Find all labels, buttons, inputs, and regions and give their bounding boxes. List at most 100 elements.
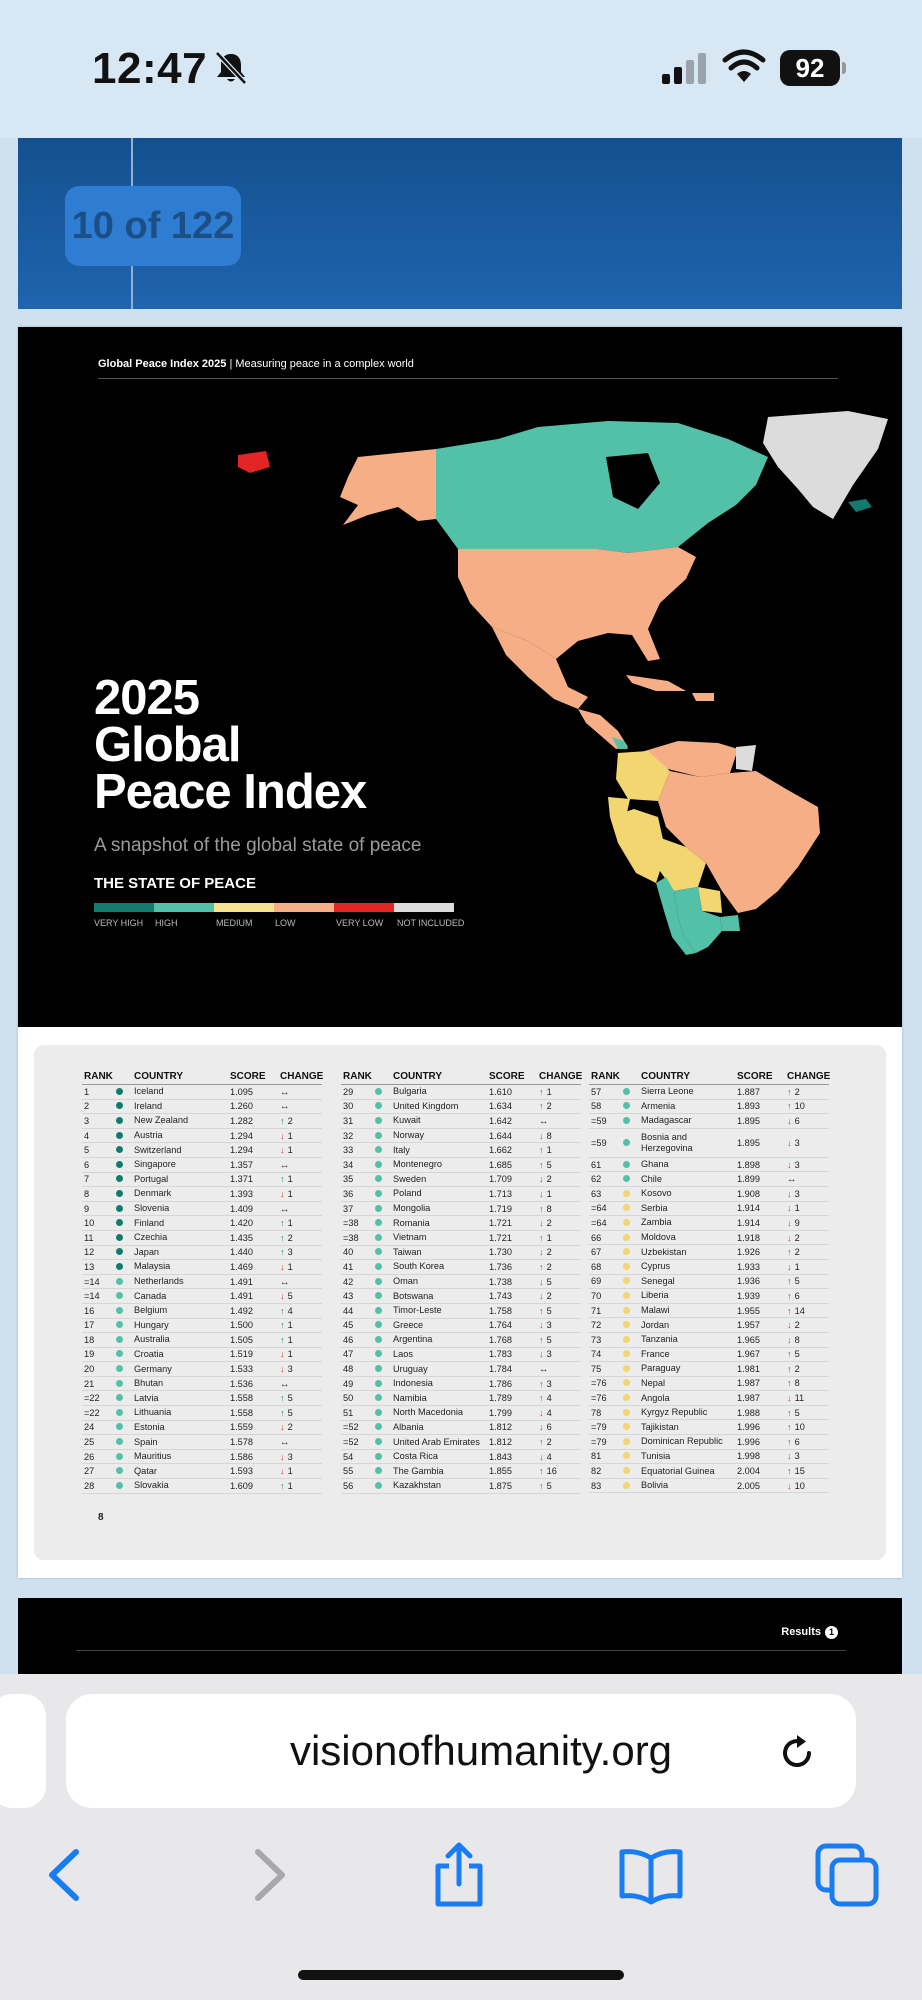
table-row: 25 Spain 1.578 ↔ (82, 1435, 322, 1450)
change-value: 3 (794, 1188, 800, 1199)
arrow-down-icon: ↓ (787, 1451, 792, 1462)
score-cell: 1.996 (737, 1436, 760, 1447)
score-cell: 1.610 (489, 1086, 512, 1097)
peace-level-dot (375, 1350, 382, 1358)
peace-level-dot (116, 1277, 123, 1285)
country-cell: Taiwan (393, 1246, 422, 1257)
address-bar[interactable]: visionofhumanity.org (66, 1694, 856, 1808)
battery-level: 92 (780, 50, 840, 86)
arrow-up-icon: ↑ (280, 1320, 285, 1331)
table-row: 35 Sweden 1.709 ↓ 2 (341, 1173, 581, 1188)
rank-cell: 34 (343, 1159, 354, 1170)
next-page-rule (76, 1650, 846, 1651)
peace-level-cell (375, 1408, 393, 1418)
score-cell: 1.768 (489, 1334, 512, 1345)
score-cell: 1.409 (230, 1203, 253, 1214)
table-row: =64 Serbia 1.914 ↓ 1 (589, 1202, 829, 1217)
forward-icon[interactable] (232, 1840, 302, 1910)
score-cell: 1.642 (489, 1115, 512, 1126)
arrow-left-right-icon: ↔ (280, 1378, 290, 1389)
previous-page: 10 of 122 (18, 138, 902, 309)
peace-level-cell (375, 1291, 393, 1301)
change-cell: ↓ 1 (781, 1262, 829, 1272)
country-cell: Zambia (641, 1217, 672, 1228)
previous-tab-preview[interactable] (0, 1694, 46, 1808)
bolivia-shape (658, 837, 706, 891)
country-cell: Cyprus (641, 1261, 671, 1272)
table-row: 30 United Kingdom 1.634 ↑ 2 (341, 1100, 581, 1115)
table-row: =14 Canada 1.491 ↓ 5 (82, 1289, 322, 1304)
rank-cell: 56 (343, 1480, 354, 1491)
arrow-left-right-icon: ↔ (539, 1364, 549, 1375)
peace-level-dot (623, 1364, 630, 1372)
change-value: 6 (794, 1436, 800, 1447)
peace-level-cell (375, 1379, 393, 1389)
peace-level-dot (375, 1160, 382, 1168)
peace-level-dot (375, 1335, 382, 1343)
tabs-icon[interactable] (812, 1840, 882, 1910)
peace-level-cell (375, 1262, 393, 1272)
arrow-up-icon: ↑ (539, 1261, 544, 1272)
document-viewer[interactable]: 10 of 122 Global Peace Index 2025 | Meas… (0, 138, 922, 1674)
table-row: 45 Greece 1.764 ↓ 3 (341, 1319, 581, 1334)
arrow-down-icon: ↓ (787, 1232, 792, 1243)
back-icon[interactable] (32, 1840, 102, 1910)
country-cell: Sierra Leone (641, 1086, 694, 1097)
change-value: 14 (794, 1305, 805, 1316)
table-row: =76 Angola 1.987 ↓ 11 (589, 1391, 829, 1406)
change-value: 3 (546, 1349, 552, 1360)
arrow-up-icon: ↑ (787, 1436, 792, 1447)
rank-cell: =64 (591, 1203, 607, 1214)
rank-cell: 57 (591, 1086, 602, 1097)
legend-title: THE STATE OF PEACE (94, 875, 256, 892)
change-cell: ↓ 3 (274, 1364, 322, 1374)
change-value: 8 (794, 1334, 800, 1345)
change-value: 1 (287, 1130, 293, 1141)
country-cell: Switzerland (134, 1144, 182, 1155)
score-cell: 1.899 (737, 1174, 760, 1185)
score-cell: 1.955 (737, 1305, 760, 1316)
score-cell: 1.294 (230, 1145, 253, 1156)
change-cell: ↓ 3 (781, 1160, 829, 1170)
legend-swatch (214, 903, 274, 912)
change-value: 5 (287, 1291, 293, 1302)
peace-level-cell (375, 1320, 393, 1330)
score-cell: 1.609 (230, 1480, 253, 1491)
hudson-bay-shape (606, 453, 660, 509)
rank-cell: 69 (591, 1276, 602, 1287)
peace-level-dot (623, 1102, 630, 1110)
score-cell: 1.758 (489, 1305, 512, 1316)
rank-cell: 3 (84, 1115, 90, 1126)
change-cell: ↓ 1 (781, 1203, 829, 1213)
change-cell: ↑ 10 (781, 1101, 829, 1111)
peace-level-dot (623, 1189, 630, 1197)
reload-icon[interactable] (776, 1732, 818, 1774)
country-cell: Norway (393, 1130, 425, 1141)
table-row: =14 Netherlands 1.491 ↔ (82, 1275, 322, 1290)
change-value: 6 (794, 1290, 800, 1301)
peace-level-dot (116, 1087, 123, 1095)
peace-level-cell (623, 1189, 641, 1199)
url-text[interactable]: visionofhumanity.org (289, 1727, 673, 1774)
home-indicator[interactable] (298, 1970, 624, 1980)
bookmarks-icon[interactable] (616, 1840, 686, 1910)
peace-level-dot (375, 1306, 382, 1314)
rank-cell: =22 (84, 1407, 100, 1418)
peace-level-cell (116, 1393, 134, 1403)
change-cell: ↑ 1 (274, 1174, 322, 1184)
share-icon[interactable] (424, 1840, 494, 1910)
peace-level-dot (375, 1292, 382, 1300)
peace-level-cell (623, 1160, 641, 1170)
table-row: 2 Ireland 1.260 ↔ (82, 1100, 322, 1115)
score-cell: 1.559 (230, 1422, 253, 1433)
rank-cell: 45 (343, 1320, 354, 1331)
change-value: 1 (546, 1145, 552, 1156)
change-cell: ↑ 8 (533, 1204, 581, 1214)
table-row: 51 North Macedonia 1.799 ↓ 4 (341, 1406, 581, 1421)
peace-level-dot (623, 1262, 630, 1270)
change-value: 1 (287, 1261, 293, 1272)
change-cell: ↑ 2 (274, 1233, 322, 1243)
rank-cell: 5 (84, 1145, 90, 1156)
table-row: =38 Vietnam 1.721 ↑ 1 (341, 1231, 581, 1246)
change-value: 1 (287, 1145, 293, 1156)
